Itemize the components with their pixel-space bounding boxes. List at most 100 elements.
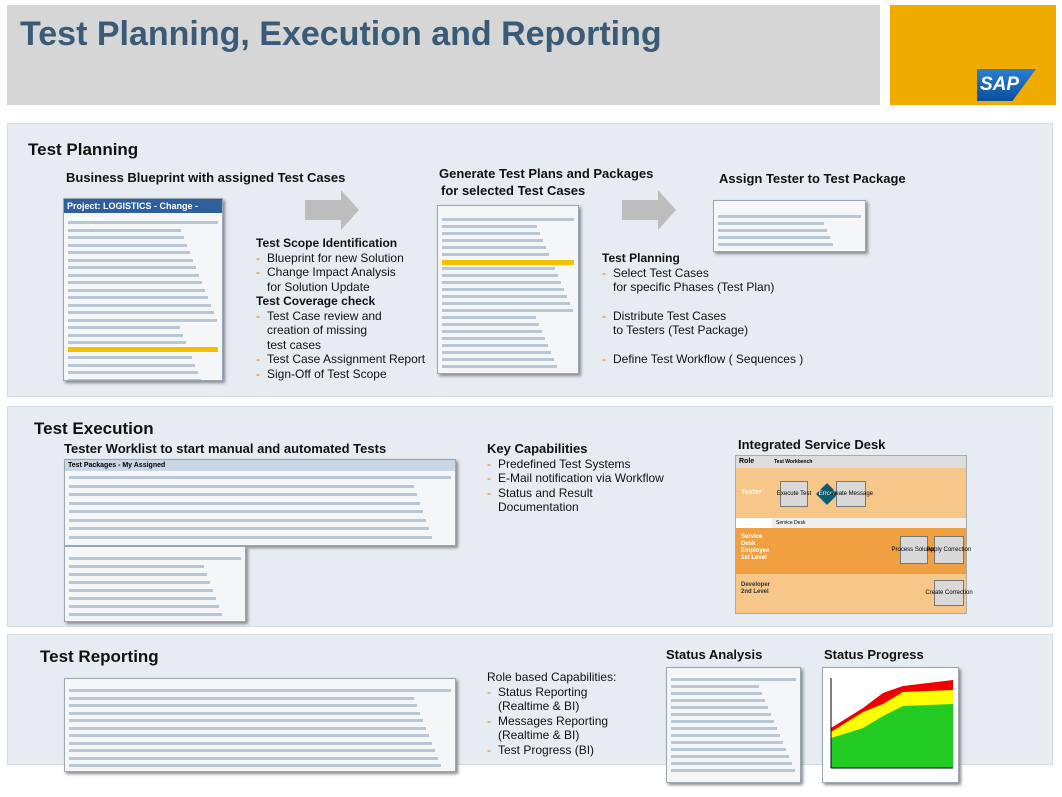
screen-row — [69, 518, 426, 522]
screen-row — [718, 243, 833, 246]
screen-row — [442, 358, 554, 361]
screen-row — [68, 296, 208, 299]
screen-row — [442, 295, 567, 298]
screen-title: Test Packages - My Assigned — [65, 460, 455, 471]
screen-row — [68, 266, 196, 269]
screen-row — [68, 318, 217, 322]
caption: Business Blueprint with assigned Test Ca… — [66, 170, 346, 185]
label: Developer — [741, 582, 771, 588]
analysis-screen — [666, 667, 801, 783]
bullet-line: Sign-Off of Test Scope — [256, 367, 425, 382]
arrow — [305, 190, 359, 230]
screen-row — [69, 696, 414, 700]
arrow — [622, 190, 676, 230]
screen-highlight — [68, 347, 218, 352]
diagram-box: Create Correction — [925, 580, 973, 606]
screen-row — [671, 741, 783, 744]
label: Test Workbench — [774, 459, 813, 465]
label: Employee — [741, 548, 770, 554]
label: Service Desk Employee 1st Level — [741, 534, 769, 562]
screen-row — [442, 323, 539, 326]
screen-row — [671, 706, 768, 709]
screen-row — [68, 273, 199, 277]
diagram-box: Execute Test — [777, 481, 811, 507]
screen-row — [68, 221, 218, 224]
screen-row — [69, 613, 222, 616]
screen-row — [671, 755, 789, 758]
label: Developer 2nd Level — [741, 582, 770, 596]
screen-row — [69, 535, 432, 539]
reporting-screen — [64, 678, 456, 772]
screen-row — [442, 232, 540, 235]
screen-row — [671, 713, 771, 716]
bullet-line: for specific Phases (Test Plan) — [613, 280, 775, 294]
bullet-line: test cases — [267, 337, 322, 352]
screen-row — [671, 734, 780, 737]
screen-row — [69, 704, 417, 707]
bullet-line: Predefined Test Systems — [487, 457, 664, 472]
caption: Status Progress — [824, 647, 924, 662]
caption: Tester Worklist to start manual and auto… — [64, 441, 387, 456]
screen-row — [442, 267, 555, 270]
screen-row — [69, 597, 216, 600]
bullet-line: Test Progress (BI) — [487, 743, 616, 758]
screen-row — [68, 243, 187, 247]
plan-screen — [437, 205, 579, 374]
screen-row — [442, 246, 546, 249]
caption: for selected Test Cases — [441, 183, 586, 198]
screen-row — [68, 356, 192, 359]
screen-row — [69, 484, 414, 488]
screen-row — [671, 769, 795, 772]
screen-row — [442, 309, 573, 312]
screen-row — [68, 258, 193, 262]
screen-row — [442, 337, 545, 340]
label: Service Desk — [776, 520, 806, 526]
screen-row — [671, 685, 759, 688]
screen-row — [718, 222, 824, 225]
screen-row — [671, 699, 765, 702]
screen-row — [68, 333, 183, 337]
screen-row — [442, 344, 548, 347]
screen-row — [671, 720, 774, 723]
bullet-line: Select Test Cases — [602, 266, 803, 281]
scope-block: Test Scope Identification Blueprint for … — [256, 236, 425, 381]
screen-row — [68, 378, 201, 380]
screen-row — [442, 253, 549, 256]
screen-row — [442, 351, 551, 354]
bullet-line: Test Case Assignment Report — [256, 352, 425, 367]
screen-row — [718, 236, 830, 239]
bullet-line: (Realtime & BI) — [498, 699, 580, 713]
screen-highlight — [442, 260, 574, 265]
screen-row — [671, 727, 777, 730]
label: Desk — [741, 541, 756, 547]
diagram-box: Apply Correction — [927, 536, 971, 564]
screen-row — [442, 225, 537, 228]
bullet-line: Documentation — [498, 500, 579, 514]
bullet-line: Blueprint for new Solution — [256, 251, 425, 266]
logo-area: SAP — [890, 5, 1056, 105]
diagram-box: Create Message — [829, 481, 873, 507]
screen-row — [69, 719, 423, 722]
caption: Assign Tester to Test Package — [719, 171, 906, 186]
caption: Generate Test Plans and Packages — [439, 166, 654, 181]
worklist-screen-2 — [64, 546, 246, 622]
bullet-line: Change Impact Analysis — [256, 265, 425, 280]
screen-row — [442, 316, 536, 319]
sub-heading: Test Planning — [602, 251, 680, 265]
screen-row — [69, 581, 210, 584]
label: 1st Level — [741, 555, 767, 561]
heading: Test Planning — [28, 140, 139, 159]
screen-row — [69, 749, 435, 752]
worklist-screen: Test Packages - My Assigned — [64, 459, 456, 546]
bullet-line: for Solution Update — [267, 279, 370, 294]
screen-row — [69, 510, 423, 513]
diagram-box: Error? — [816, 483, 838, 505]
label: 2nd Level — [741, 589, 769, 595]
sap-logo: SAP — [977, 69, 1036, 101]
screen-row — [69, 557, 241, 560]
heading: Test Execution — [34, 419, 154, 438]
screen-row — [68, 363, 195, 367]
screen-row — [442, 218, 574, 221]
header-bar: Test Planning, Execution and Reporting — [7, 5, 880, 105]
